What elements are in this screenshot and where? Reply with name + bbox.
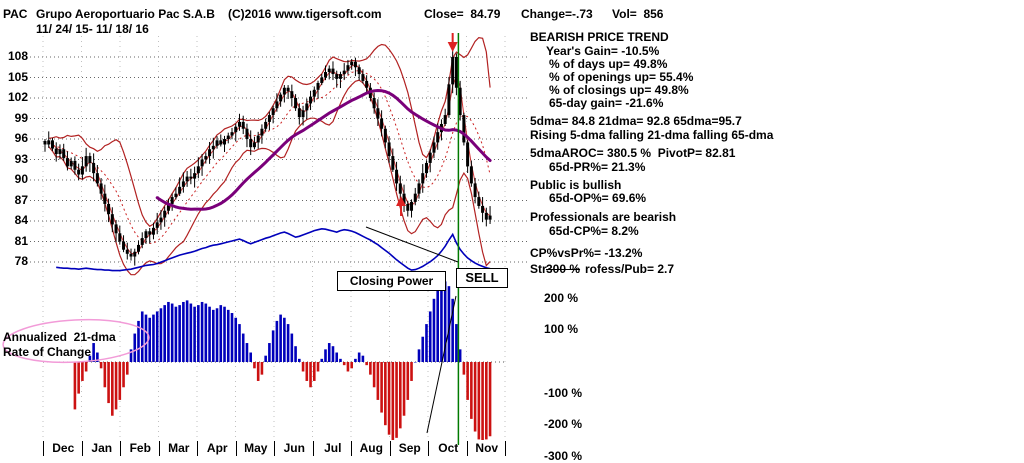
stat-dma-direction: Rising 5-dma falling 21-dma falling 65-d…	[530, 128, 774, 142]
stat-aroc-pivot: 5dmaAROC= 380.5 % PivotP= 82.81	[530, 146, 736, 160]
close-value: Close= 84.79	[424, 7, 501, 21]
month-label-jul: Jul	[312, 441, 353, 456]
volume-value: Vol= 856	[612, 7, 664, 21]
month-label-jan: Jan	[81, 441, 122, 456]
ticker-symbol: PAC	[3, 7, 28, 21]
price-axis-tick: 96	[14, 131, 28, 145]
price-axis-tick: 84	[14, 213, 28, 227]
price-axis-tick: 102	[7, 90, 28, 104]
month-label-sep: Sep	[389, 441, 430, 456]
stat-professionals: Professionals are bearish	[530, 210, 677, 224]
pct-axis-tick: 100 %	[544, 322, 579, 337]
stat-65d-op: 65d-OP%= 69.6%	[549, 191, 647, 205]
stat-dma-values: 5dma= 84.8 21dma= 92.8 65dma=95.7	[530, 114, 742, 128]
trend-title: BEARISH PRICE TREND	[530, 30, 669, 44]
price-axis-tick: 90	[14, 172, 28, 186]
month-axis-end-tick	[505, 441, 506, 456]
sell-signal-label: SELL	[456, 268, 508, 288]
month-label-nov: Nov	[466, 441, 507, 456]
company-name: Grupo Aeroportuario Pac S.A.B	[36, 7, 215, 21]
strength-stat-prefix: Str	[530, 262, 547, 276]
price-axis-tick: 87	[14, 192, 28, 207]
pct-axis-tick: -300 %	[544, 448, 583, 463]
stat-65d-pr: 65d-PR%= 21.3%	[549, 160, 646, 174]
price-axis-tick: 105	[7, 69, 28, 84]
aroc-note-line2: Rate of Change	[3, 345, 92, 359]
price-axis-tick: 78	[14, 254, 28, 268]
month-label-dec: Dec	[43, 441, 83, 456]
month-label-oct: Oct	[428, 441, 468, 456]
month-label-may: May	[235, 441, 276, 456]
pct-axis-tick: 200 %	[544, 290, 579, 305]
price-axis-tick: 99	[14, 110, 28, 125]
month-label-apr: Apr	[197, 441, 237, 456]
stat-65d-cp: 65d-CP%= 8.2%	[549, 224, 639, 238]
copyright-text: (C)2016 www.tigersoft.com	[228, 7, 382, 21]
pct-axis-tick: -100 %	[544, 385, 583, 400]
price-axis-tick: 108	[7, 49, 28, 63]
stat-public: Public is bullish	[530, 178, 622, 192]
month-label-aug: Aug	[351, 441, 391, 456]
stat-65day-gain: 65-day gain= -21.6%	[549, 96, 664, 110]
pct-axis-tick: -200 %	[544, 417, 583, 432]
price-axis-tick: 93	[14, 151, 28, 166]
month-label-mar: Mar	[158, 441, 199, 456]
closing-power-label: Closing Power	[337, 271, 446, 291]
stat-closings-up: % of closings up= 49.8%	[549, 83, 689, 97]
stat-days-up: % of days up= 49.8%	[549, 57, 668, 71]
month-label-feb: Feb	[120, 441, 160, 456]
aroc-note-line1: Annualized 21-dma	[3, 330, 116, 344]
month-label-jun: Jun	[274, 441, 314, 456]
date-range: 11/ 24/ 15- 11/ 18/ 16	[36, 22, 149, 36]
stat-cp-vs-pr: CP%vsPr%= -13.2%	[530, 246, 643, 260]
stat-openings-up: % of openings up= 55.4%	[549, 70, 694, 84]
pct-axis-tick-300: 300 %	[546, 262, 581, 276]
change-value: Change=-.73	[521, 7, 593, 21]
stat-years-gain: Year's Gain= -10.5%	[546, 44, 660, 58]
strength-stat-suffix: rofess/Pub= 2.7	[585, 262, 675, 276]
price-axis-tick: 81	[14, 233, 28, 248]
